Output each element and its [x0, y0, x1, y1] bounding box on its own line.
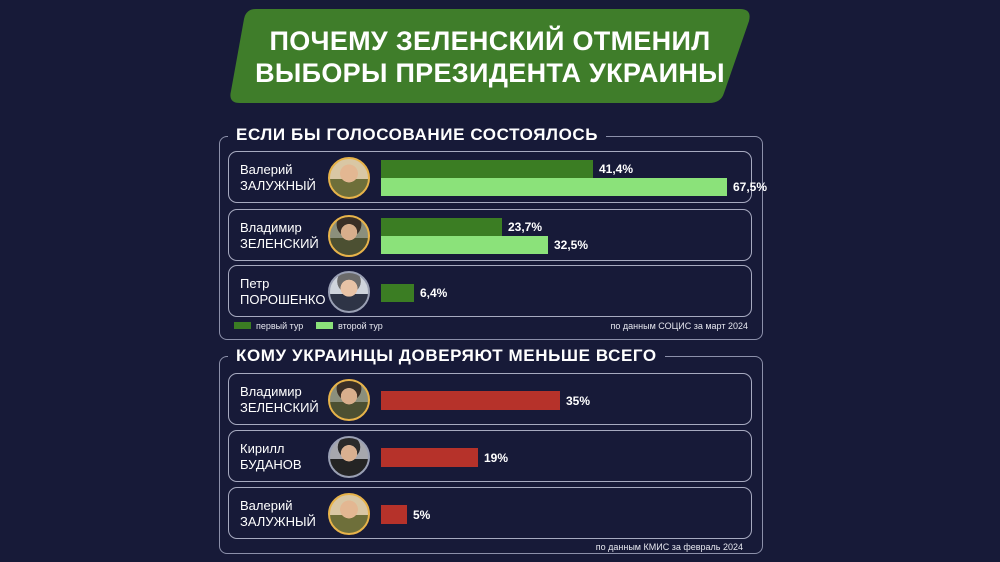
legend-label-first-round: первый тур [256, 321, 304, 331]
candidate-first-name: Петр [240, 276, 270, 291]
candidate-name: Владимир ЗЕЛЕНСКИЙ [240, 220, 319, 252]
bar-value-label: 19% [484, 451, 509, 465]
candidate-row: Валерий ЗАЛУЖНЫЙ 5% [228, 487, 752, 539]
bar-first-round [381, 218, 502, 236]
bar-value-label: 32,5% [554, 238, 589, 252]
bar-second-round [381, 236, 548, 254]
candidate-row: Валерий ЗАЛУЖНЫЙ 41,4% 67,5% [228, 151, 767, 203]
chart-source: по данным КМИС за февраль 2024 [595, 542, 743, 552]
banner-shape [230, 9, 750, 103]
bar-value-label: 5% [413, 508, 431, 522]
bar-value-label: 35% [566, 394, 591, 408]
candidate-first-name: Владимир [240, 384, 302, 399]
candidate-name: Кирилл БУДАНОВ [240, 441, 302, 473]
zaluzhny-photo-icon [328, 493, 370, 535]
title-banner: ПОЧЕМУ ЗЕЛЕНСКИЙ ОТМЕНИЛ ВЫБОРЫ ПРЕЗИДЕН… [228, 9, 752, 103]
voting-section-title: ЕСЛИ БЫ ГОЛОСОВАНИЕ СОСТОЯЛОСЬ [228, 124, 607, 146]
bar-distrust [381, 391, 560, 410]
candidate-row: Кирилл БУДАНОВ 19% [228, 430, 752, 482]
bar-value-label: 6,4% [420, 286, 448, 300]
bar-value-label: 41,4% [599, 162, 634, 176]
page-title: ПОЧЕМУ ЗЕЛЕНСКИЙ ОТМЕНИЛ ВЫБОРЫ ПРЕЗИДЕН… [228, 25, 752, 89]
candidate-last-name: ПОРОШЕНКО [240, 292, 326, 307]
legend-label-second-round: второй тур [338, 321, 383, 331]
candidate-first-name: Валерий [240, 498, 293, 513]
candidate-name: Валерий ЗАЛУЖНЫЙ [240, 162, 316, 194]
budanov-photo-icon [328, 436, 370, 478]
candidate-first-name: Кирилл [240, 441, 285, 456]
candidate-first-name: Владимир [240, 220, 302, 235]
title-line-2: ВЫБОРЫ ПРЕЗИДЕНТА УКРАИНЫ [255, 58, 725, 88]
candidate-first-name: Валерий [240, 162, 293, 177]
bar-value-label: 23,7% [508, 220, 543, 234]
bar-distrust [381, 448, 478, 467]
candidate-last-name: ЗАЛУЖНЫЙ [240, 514, 316, 529]
candidate-name: Валерий ЗАЛУЖНЫЙ [240, 498, 316, 530]
title-line-1: ПОЧЕМУ ЗЕЛЕНСКИЙ ОТМЕНИЛ [269, 26, 711, 56]
bar-first-round [381, 284, 414, 302]
candidate-last-name: ЗАЛУЖНЫЙ [240, 178, 316, 193]
candidate-row: Владимир ЗЕЛЕНСКИЙ 35% [228, 373, 752, 425]
candidate-last-name: ЗЕЛЕНСКИЙ [240, 400, 319, 415]
candidate-row: Петр ПОРОШЕНКО 6,4% [228, 265, 752, 317]
candidate-last-name: БУДАНОВ [240, 457, 302, 472]
candidate-row: Владимир ЗЕЛЕНСКИЙ 23,7% 32,5% [228, 209, 752, 261]
legend-swatch-first-round [234, 322, 251, 329]
bar-first-round [381, 160, 593, 178]
poroshenko-photo-icon [328, 271, 370, 313]
distrust-section-title: КОМУ УКРАИНЦЫ ДОВЕРЯЮТ МЕНЬШЕ ВСЕГО [228, 345, 665, 367]
zaluzhny-photo-icon [328, 157, 370, 199]
zelensky-photo-icon [328, 379, 370, 421]
bar-second-round [381, 178, 727, 196]
candidate-last-name: ЗЕЛЕНСКИЙ [240, 236, 319, 251]
chart-source: по данным СОЦИС за март 2024 [610, 321, 748, 331]
bar-distrust [381, 505, 407, 524]
candidate-name: Петр ПОРОШЕНКО [240, 276, 325, 308]
candidate-name: Владимир ЗЕЛЕНСКИЙ [240, 384, 319, 416]
bar-value-label: 67,5% [733, 180, 768, 194]
zelensky-photo-icon [328, 215, 370, 257]
legend-swatch-second-round [316, 322, 333, 329]
